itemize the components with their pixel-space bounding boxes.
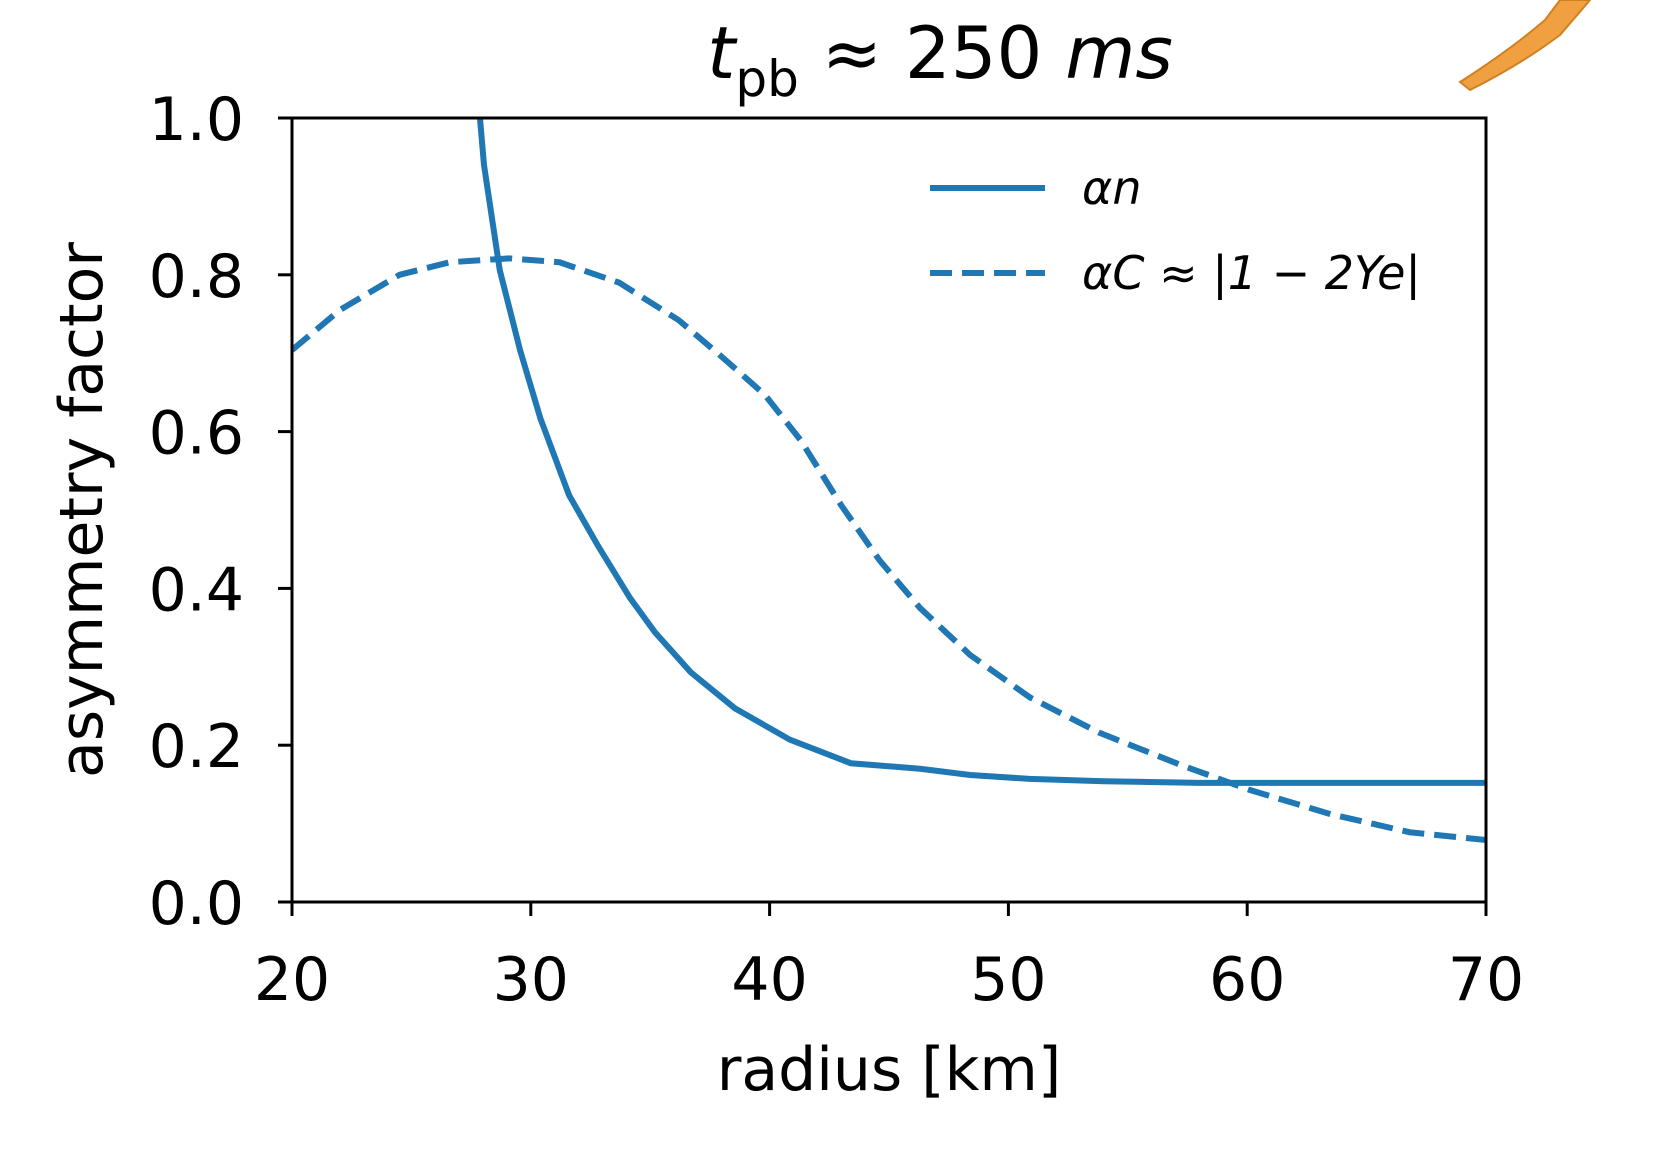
line [292, 255, 1486, 844]
title-part: ≈ 250 [799, 11, 1065, 95]
y-tick-label: 0.0 [149, 869, 244, 939]
x-tick-label: 40 [731, 945, 807, 1015]
plot-frame [290, 116, 1488, 904]
x-tick-label: 60 [1209, 945, 1285, 1015]
x-tick-label: 70 [1448, 945, 1524, 1015]
y-tick-label: 0.6 [149, 399, 244, 469]
y-axis-label: asymmetry factor [47, 242, 117, 778]
legend-label: αn [1082, 161, 1141, 215]
legend-label: αC ≈ |1 − 2Ye| [1082, 246, 1421, 301]
y-tick-label: 0.8 [149, 242, 244, 312]
x-tick-label: 30 [493, 945, 569, 1015]
y-tick-label: 0.4 [149, 555, 244, 625]
y-tick-label: 0.2 [149, 712, 244, 782]
line [476, 118, 1486, 786]
title-part: t [707, 11, 738, 95]
title-part: pb [735, 50, 798, 108]
x-axis-label: radius [km] [717, 1035, 1062, 1105]
y-tick-label: 1.0 [149, 85, 244, 155]
decoration [1458, 0, 1592, 92]
title-part: ms [1065, 11, 1173, 95]
x-tick-label: 20 [254, 945, 330, 1015]
chart-title: tpb ≈ 250 ms [707, 11, 1173, 108]
x-tick-label: 50 [970, 945, 1046, 1015]
